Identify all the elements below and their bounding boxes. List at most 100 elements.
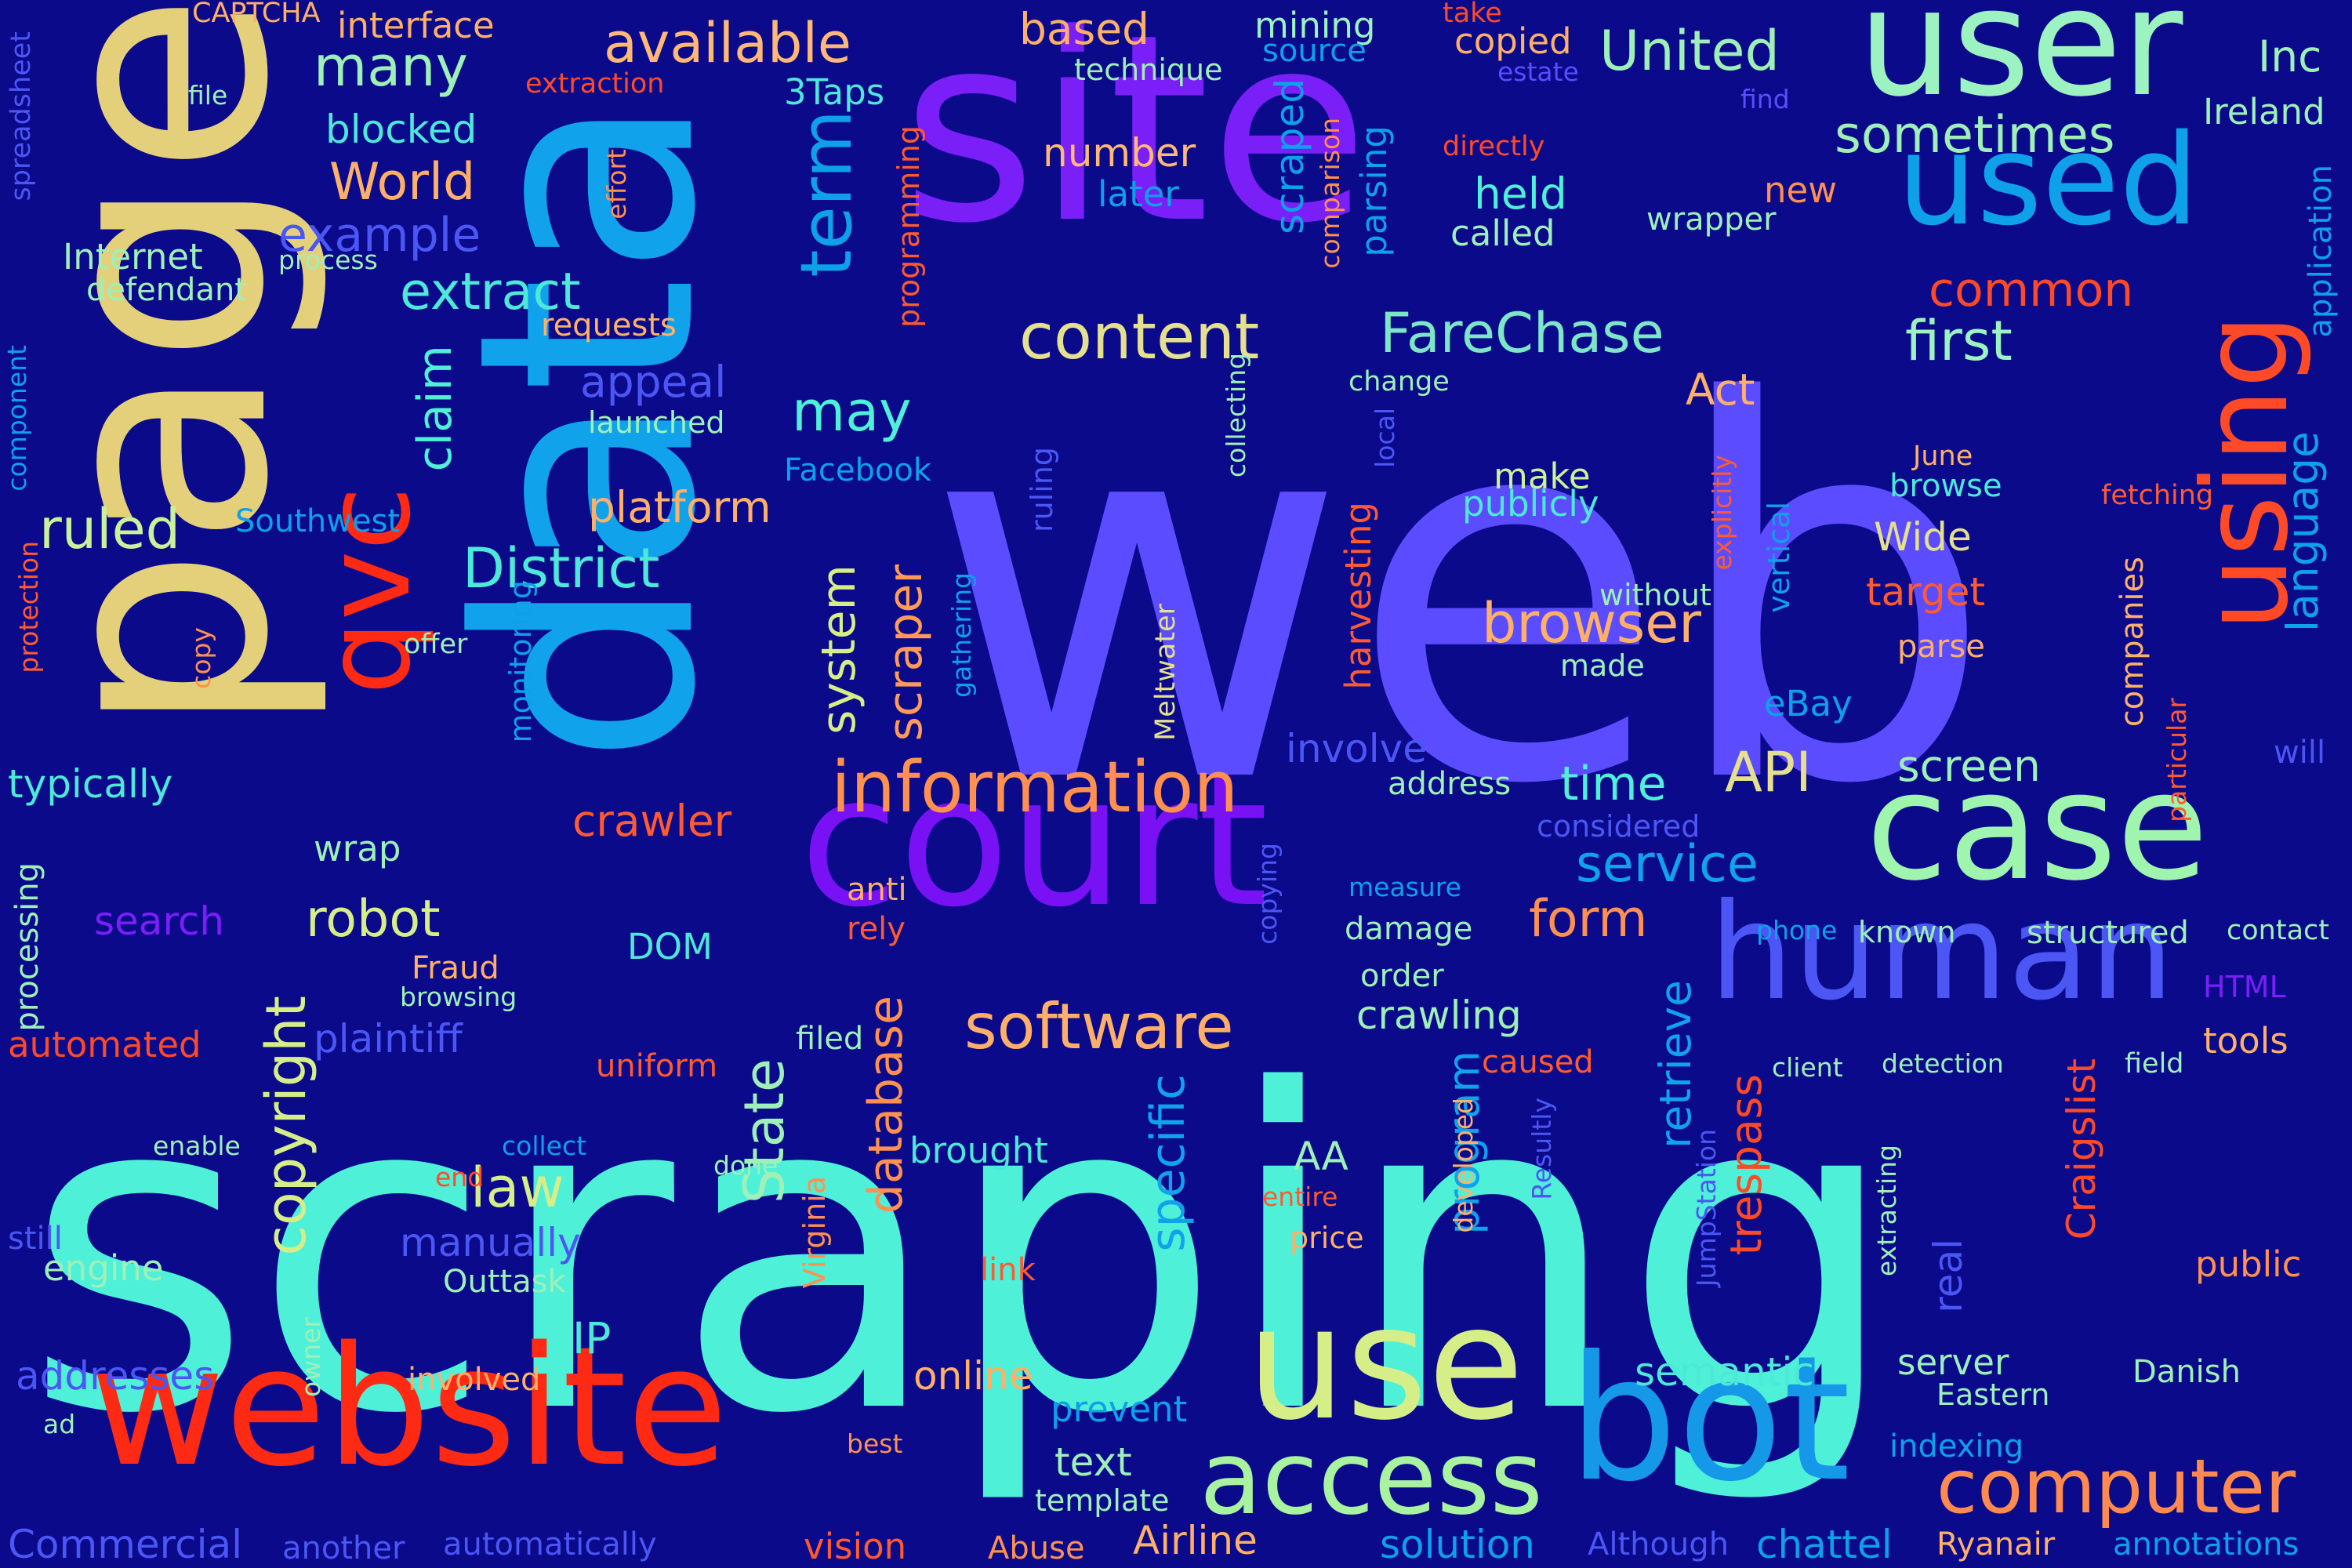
word-site-3: site xyxy=(902,0,1370,280)
word-extracting-159: extracting xyxy=(1871,1145,1902,1277)
word-directly-72: directly xyxy=(1443,131,1545,162)
word-ruled-35: ruled xyxy=(39,497,181,561)
word-page-4: page xyxy=(0,0,334,737)
word-software-18: software xyxy=(964,990,1234,1063)
word-robot-40: robot xyxy=(306,890,441,949)
word-based-62: based xyxy=(1019,4,1150,54)
word-jumpstation-157: JumpStation xyxy=(1691,1129,1722,1287)
word-uniform-153: uniform xyxy=(596,1048,718,1084)
word-server-181: server xyxy=(1897,1341,2009,1383)
word-law-45: law xyxy=(470,1156,564,1220)
word-wrap-132: wrap xyxy=(314,828,401,869)
word-indexing-187: indexing xyxy=(1889,1428,2024,1465)
word-without-110: without xyxy=(1599,578,1711,612)
word-real-160: real xyxy=(1926,1239,1971,1313)
word-wide-107: Wide xyxy=(1874,514,1972,560)
word-process-85: process xyxy=(278,245,378,275)
word-phone-145: phone xyxy=(1756,915,1838,946)
word-solution-196: solution xyxy=(1380,1522,1535,1567)
word-scraping-1: scraping xyxy=(24,999,1901,1510)
word-world-32: World xyxy=(329,153,476,212)
word-considered-120: considered xyxy=(1537,809,1700,844)
word-court-6: court xyxy=(800,738,1269,947)
word-term-25: term xyxy=(786,110,868,278)
word-danish-182: Danish xyxy=(2132,1354,2241,1390)
word-ad-188: ad xyxy=(43,1409,76,1439)
word-use-9: use xyxy=(1247,1272,1525,1455)
word-captcha-61: CAPTCHA xyxy=(192,0,321,29)
word-mining-63: mining xyxy=(1254,5,1376,46)
word-still-174: still xyxy=(8,1221,63,1257)
word-copying-140: copying xyxy=(1252,843,1283,945)
word-retrieve-50: retrieve xyxy=(1650,980,1700,1149)
word-find-71: find xyxy=(1740,84,1790,114)
word-text-185: text xyxy=(1054,1439,1132,1485)
word-fetching-106: fetching xyxy=(2101,480,2214,511)
word-meltwater-118: Meltwater xyxy=(1150,604,1181,741)
word-wrapper-76: wrapper xyxy=(1646,201,1777,238)
word-make-100: make xyxy=(1494,456,1591,497)
word-processing-139: processing xyxy=(9,862,45,1032)
word-detection-151: detection xyxy=(1882,1048,2004,1079)
word-file-82: file xyxy=(188,80,228,111)
word-field-149: field xyxy=(2125,1048,2184,1080)
word-interface-60: interface xyxy=(337,5,495,46)
word-tools-148: tools xyxy=(2203,1020,2288,1062)
word-source-65: source xyxy=(1262,33,1367,69)
word-anti-134: anti xyxy=(847,872,907,908)
word-parsing-91: parsing xyxy=(1353,125,1395,257)
word-farechase-20: FareChase xyxy=(1380,301,1664,365)
word-prevent-184: prevent xyxy=(1051,1388,1188,1430)
word-state-47: State xyxy=(732,1058,797,1204)
word-appeal-92: appeal xyxy=(580,357,727,407)
word-programming-88: programming xyxy=(891,125,926,328)
word-computer-16: computer xyxy=(1936,1444,2296,1530)
word-estate-68: estate xyxy=(1497,56,1579,87)
word-caused-154: caused xyxy=(1482,1044,1594,1080)
word-enable-167: enable xyxy=(153,1131,241,1161)
word-held-73: held xyxy=(1474,169,1567,219)
word-address-119: address xyxy=(1388,766,1512,802)
word-launched-93: launched xyxy=(588,405,725,440)
word-vision-193: vision xyxy=(804,1526,907,1567)
word-plaintiff-56: plaintiff xyxy=(314,1016,463,1062)
word-chattel-198: chattel xyxy=(1756,1522,1893,1567)
word-search-133: search xyxy=(94,898,225,944)
word-human-11: human xyxy=(1709,875,2175,1030)
word-browser-22: browser xyxy=(1482,591,1702,655)
word-user-5: user xyxy=(1858,0,2183,129)
word-defendant-84: defendant xyxy=(86,272,247,308)
word-service-43: service xyxy=(1576,835,1759,894)
word-measure-141: measure xyxy=(1348,872,1461,902)
word-manually-164: manually xyxy=(400,1220,581,1265)
word-called-74: called xyxy=(1450,212,1555,254)
word-addresses-177: addresses xyxy=(16,1353,215,1399)
word-eastern-183: Eastern xyxy=(1936,1377,2050,1412)
word-will-116: will xyxy=(2274,735,2326,771)
word-owner-176: owner xyxy=(296,1317,326,1397)
word-protection-129: protection xyxy=(13,541,44,673)
word-bot-8: bot xyxy=(1568,1319,1851,1519)
word-crawling-144: crawling xyxy=(1356,993,1522,1038)
word-craigslist-55: Craigslist xyxy=(2059,1058,2104,1240)
word-website-7: website xyxy=(90,1311,728,1503)
word-although-197: Although xyxy=(1588,1526,1730,1563)
word-monitoring-126: monitoring xyxy=(503,580,538,743)
word-typically-131: typically xyxy=(8,761,173,807)
word-copy-128: copy xyxy=(186,627,216,689)
word-developed-155: developed xyxy=(1448,1098,1479,1233)
word-specific-49: specific xyxy=(1141,1074,1196,1252)
word-another-191: another xyxy=(282,1530,405,1566)
word-system-37: system xyxy=(811,564,866,735)
word-offer-125: offer xyxy=(404,629,468,660)
word-vertical-103: vertical xyxy=(1762,502,1796,613)
word-first-28: first xyxy=(1905,309,2013,373)
word-end-169: end xyxy=(435,1162,485,1192)
word-target-108: target xyxy=(1866,569,1986,615)
word-ebay-112: eBay xyxy=(1764,683,1853,724)
word-ryanair-199: Ryanair xyxy=(1936,1526,2056,1563)
word-ip-166: IP xyxy=(572,1313,612,1363)
word-language-52: language xyxy=(2278,431,2328,633)
word-act-94: Act xyxy=(1686,365,1755,415)
